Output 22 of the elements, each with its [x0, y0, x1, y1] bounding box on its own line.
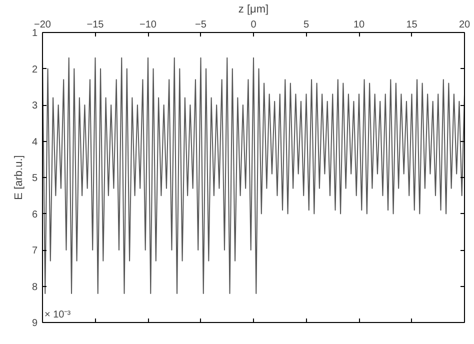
- y-tick-label: 7: [32, 246, 38, 256]
- line-series: [42, 57, 464, 294]
- y-tick-label: 1: [32, 28, 38, 39]
- x-axis-title: z [μm]: [238, 4, 269, 16]
- x-tick-label: −20: [34, 20, 52, 30]
- annotation: × 10⁻³: [44, 310, 72, 320]
- x-tick-label: 5: [303, 20, 310, 30]
- y-tick-label: 3: [32, 100, 38, 112]
- x-tick-label: −10: [140, 20, 157, 30]
- y-tick-label: 8: [32, 282, 38, 293]
- x-tick-label: −5: [195, 20, 207, 30]
- y-tick-label: 6: [32, 209, 38, 220]
- y-tick-label: 2: [32, 64, 38, 76]
- y-tick-label: 9: [32, 318, 38, 329]
- x-tick-label: −15: [86, 20, 104, 30]
- y-tick-label: 5: [32, 173, 38, 184]
- y-tick-label: 4: [32, 136, 38, 148]
- x-tick-label: 15: [406, 20, 418, 30]
- y-axis-title: E [arb.u.]: [12, 155, 25, 200]
- x-tick-label: 20: [458, 20, 470, 30]
- x-tick-label: 10: [353, 20, 365, 30]
- x-tick-label: 0: [250, 20, 257, 30]
